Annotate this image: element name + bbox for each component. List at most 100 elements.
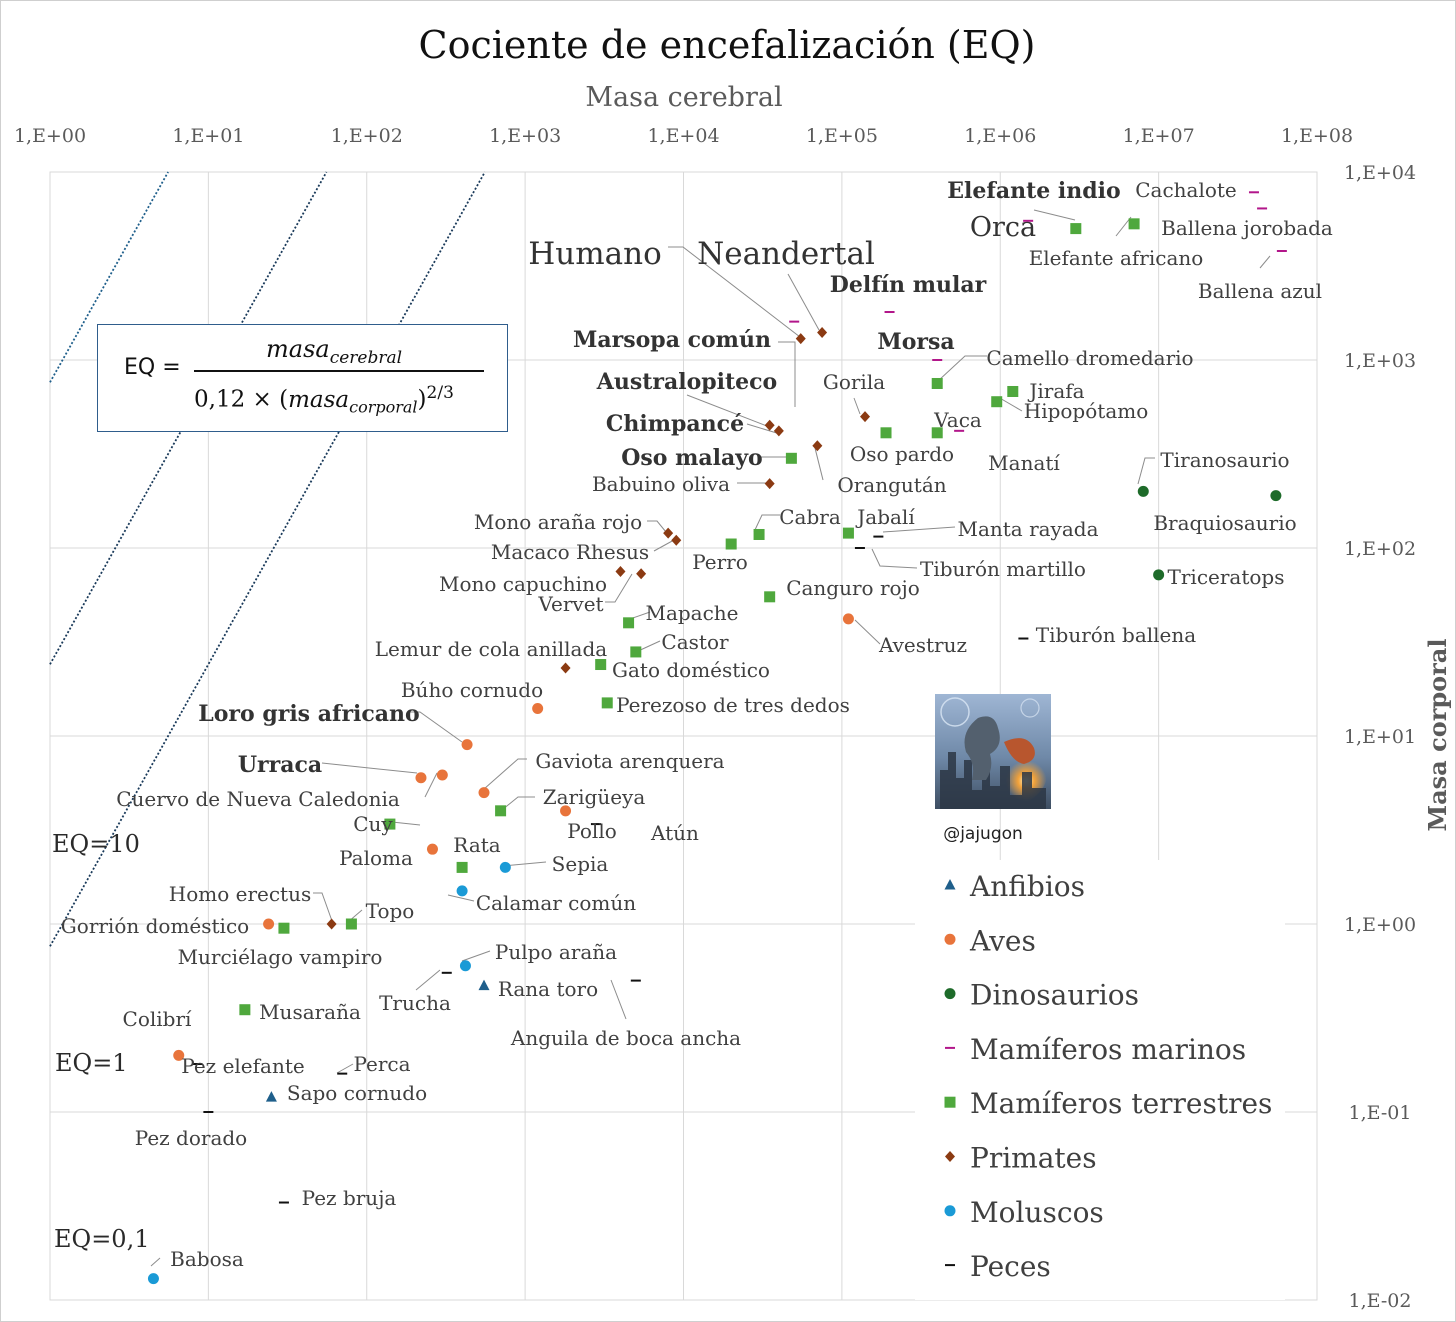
formula-lhs: EQ = <box>124 355 181 380</box>
x-tick-label: 1,E+00 <box>14 125 86 147</box>
leader-avestruz <box>854 619 881 645</box>
point-manta-rayada <box>873 535 884 538</box>
point-babuino-oliva <box>764 478 775 490</box>
leader-pulpo-arana <box>461 950 491 962</box>
eq-line-label: EQ=1 <box>55 1049 128 1077</box>
point-vaca <box>931 427 943 439</box>
x-tick-label: 1,E+08 <box>1281 125 1353 147</box>
point-cabra <box>753 528 765 540</box>
legend-label-dinosaurios: Dinosaurios <box>970 979 1139 1012</box>
leader-mono-arana-rojo <box>647 520 667 533</box>
label-colibri: Colibrí <box>123 1007 193 1031</box>
point-pez-elefante <box>192 1063 203 1066</box>
label-hipopotamo: Hipopótamo <box>1024 399 1149 423</box>
label-canguro-rojo: Canguro rojo <box>786 576 920 600</box>
point-orangutan <box>812 440 823 452</box>
legend-label-peces: Peces <box>970 1250 1051 1283</box>
leader-calamar-comun <box>447 894 475 902</box>
label-cuervo-de-nueva-caledonia: Cuervo de Nueva Caledonia <box>116 787 400 811</box>
legend-marker-aves <box>944 933 956 945</box>
legend-marker-mamiferos-marinos <box>945 1046 955 1049</box>
point-calamar-comun <box>456 885 468 897</box>
point-avestruz <box>842 613 854 625</box>
legend-marker-anfibios <box>944 879 956 890</box>
point-jabali <box>842 527 854 539</box>
leader-anguila-de-boca-ancha <box>610 979 627 1020</box>
legend-label-primates: Primates <box>970 1142 1097 1175</box>
point-pollo <box>560 805 572 817</box>
point-oso-malayo <box>785 452 797 464</box>
label-gato-domestico: Gato doméstico <box>612 658 770 682</box>
eq-line-eq-10 <box>49 171 486 947</box>
point-delfin-mular <box>884 311 895 314</box>
point-tiburon-ballena <box>1018 637 1029 640</box>
x-tick-labels: 1,E+00 1,E+01 1,E+02 1,E+03 1,E+04 1,E+05 1,E+… <box>14 125 1353 147</box>
point-marsopa-comun <box>789 320 800 323</box>
point-murcielago-vampiro <box>278 922 290 934</box>
label-calamar-comun: Calamar común <box>476 891 636 915</box>
label-homo-erectus: Homo erectus <box>169 882 311 906</box>
label-humano: Humano <box>528 236 662 272</box>
point-canguro-rojo <box>764 591 776 603</box>
eq-line-label: EQ=0,1 <box>54 1225 149 1253</box>
point-perezoso-de-tres-dedos <box>601 697 613 709</box>
point-anguila-de-boca-ancha <box>630 979 641 982</box>
point-mono-arana-rojo <box>663 527 674 539</box>
label-oso-malayo: Oso malayo <box>621 445 763 471</box>
leader-trucha <box>415 969 441 991</box>
leader-humano <box>668 246 801 338</box>
label-perezoso-de-tres-dedos: Perezoso de tres dedos <box>616 693 850 717</box>
legend-label-mamiferos-marinos: Mamíferos marinos <box>970 1033 1246 1066</box>
label-pez-dorado: Pez dorado <box>135 1126 247 1150</box>
legend-marker-moluscos <box>944 1205 956 1217</box>
label-mapache: Mapache <box>645 601 738 625</box>
point-urraca <box>415 772 427 784</box>
point-labels: Rana toro Sapo cornudo Loro gris africano U… <box>61 178 1333 1271</box>
label-tiranosaurio: Tiranosaurio <box>1160 448 1289 472</box>
point-camello-dromedario <box>931 377 943 389</box>
point-gorrion-domestico <box>263 918 275 930</box>
label-sepia: Sepia <box>552 852 609 876</box>
label-buho-cornudo: Búho cornudo <box>401 678 543 702</box>
label-marsopa-comun: Marsopa común <box>573 327 771 353</box>
point-neandertal <box>817 327 828 339</box>
leader-tiranosaurio <box>1137 457 1155 485</box>
point-homo-erectus <box>326 918 337 930</box>
avatar-image <box>935 694 1051 809</box>
y-tick-label: 1,E+02 <box>1344 538 1416 560</box>
x-tick-label: 1,E+02 <box>331 125 403 147</box>
point-sapo-cornudo <box>265 1091 277 1102</box>
legend-label-mamiferos-terrestres: Mamíferos terrestres <box>970 1087 1272 1120</box>
leader-camello-dromedario <box>937 355 987 382</box>
label-jirafa: Jirafa <box>1027 379 1084 403</box>
leader-babosa <box>150 1257 161 1267</box>
point-vervet <box>615 565 626 577</box>
point-perro <box>725 538 737 550</box>
x-axis-title: Masa cerebral <box>585 82 782 113</box>
label-anguila-de-boca-ancha: Anguila de boca ancha <box>510 1026 741 1050</box>
point-gato-domestico <box>595 659 607 671</box>
leader-neandertal <box>787 273 820 331</box>
point-macaco-rhesus <box>671 534 682 546</box>
leader-marsopa-comun <box>778 341 796 407</box>
label-elefante-africano: Elefante africano <box>1029 246 1204 270</box>
label-urraca: Urraca <box>238 752 322 778</box>
point-humano <box>795 333 806 345</box>
y-tick-label: 1,E+00 <box>1344 914 1416 936</box>
label-babosa: Babosa <box>170 1247 244 1271</box>
y-tick-label: 1,E-02 <box>1349 1290 1412 1312</box>
label-zarigueya: Zarigüeya <box>543 785 646 809</box>
label-murcielago-vampiro: Murciélago vampiro <box>178 945 383 969</box>
label-pollo: Pollo <box>567 819 617 843</box>
label-mono-arana-rojo: Mono araña rojo <box>474 510 642 534</box>
label-morsa: Morsa <box>877 329 954 355</box>
label-leader-lines <box>150 209 1271 1267</box>
leader-manta-rayada <box>882 526 956 533</box>
point-morsa <box>932 359 943 361</box>
point-trucha <box>441 971 452 974</box>
point-loro-gris-africano <box>461 739 473 751</box>
point-australopiteco <box>764 419 775 431</box>
leader-elefante-indio <box>1033 209 1076 221</box>
point-gorila <box>860 411 871 423</box>
leader-vervet <box>605 573 633 603</box>
